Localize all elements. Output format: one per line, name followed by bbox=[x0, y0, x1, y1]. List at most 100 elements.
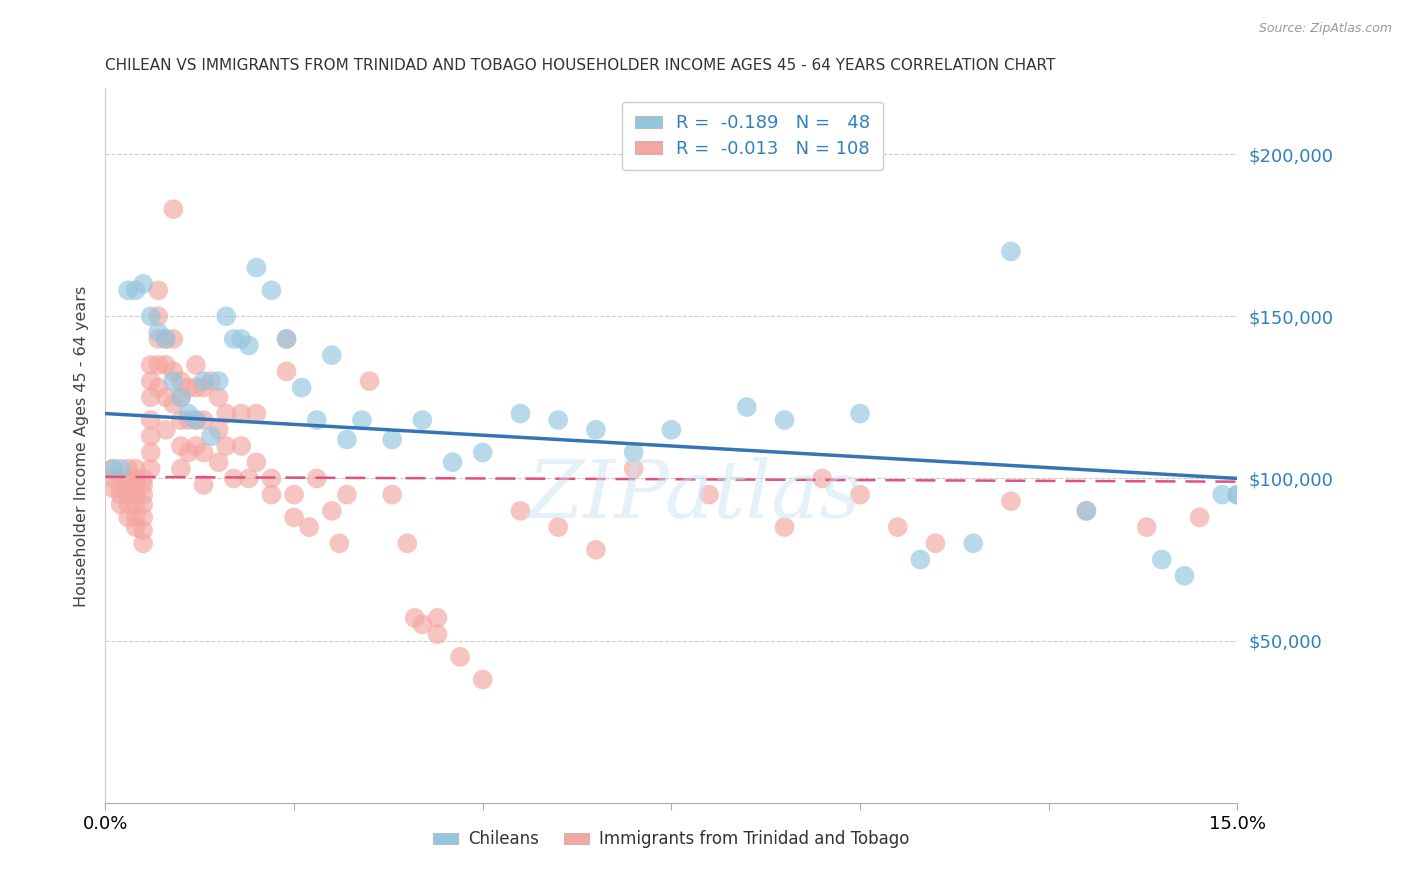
Point bbox=[1188, 510, 1211, 524]
Point bbox=[276, 364, 298, 378]
Point bbox=[101, 461, 124, 475]
Point bbox=[910, 552, 932, 566]
Y-axis label: Householder Income Ages 45 - 64 years: Householder Income Ages 45 - 64 years bbox=[75, 285, 90, 607]
Point bbox=[1226, 488, 1249, 502]
Point bbox=[155, 358, 177, 372]
Point bbox=[305, 413, 328, 427]
Point bbox=[208, 423, 231, 437]
Point bbox=[623, 445, 645, 459]
Point bbox=[124, 497, 146, 511]
Point bbox=[887, 520, 910, 534]
Point bbox=[117, 283, 139, 297]
Point bbox=[139, 390, 162, 404]
Point bbox=[260, 488, 283, 502]
Point bbox=[411, 413, 433, 427]
Point bbox=[1076, 504, 1098, 518]
Point bbox=[162, 397, 184, 411]
Point bbox=[162, 332, 184, 346]
Point bbox=[132, 510, 155, 524]
Point bbox=[381, 488, 404, 502]
Point bbox=[162, 202, 184, 217]
Point bbox=[735, 400, 758, 414]
Point bbox=[283, 488, 305, 502]
Point bbox=[117, 497, 139, 511]
Point bbox=[200, 374, 222, 388]
Point bbox=[1000, 244, 1022, 259]
Point bbox=[132, 277, 155, 291]
Point bbox=[132, 497, 155, 511]
Point bbox=[117, 481, 139, 495]
Point bbox=[177, 445, 200, 459]
Point bbox=[139, 413, 162, 427]
Point bbox=[139, 445, 162, 459]
Point bbox=[811, 471, 834, 485]
Point bbox=[441, 455, 464, 469]
Point bbox=[132, 536, 155, 550]
Point bbox=[260, 283, 283, 297]
Point bbox=[110, 488, 132, 502]
Point bbox=[124, 461, 146, 475]
Point bbox=[962, 536, 984, 550]
Point bbox=[404, 611, 426, 625]
Point bbox=[170, 390, 193, 404]
Point bbox=[623, 461, 645, 475]
Point bbox=[155, 390, 177, 404]
Point bbox=[697, 488, 720, 502]
Point bbox=[139, 374, 162, 388]
Point bbox=[321, 504, 343, 518]
Text: CHILEAN VS IMMIGRANTS FROM TRINIDAD AND TOBAGO HOUSEHOLDER INCOME AGES 45 - 64 Y: CHILEAN VS IMMIGRANTS FROM TRINIDAD AND … bbox=[105, 58, 1056, 73]
Point bbox=[231, 439, 253, 453]
Point bbox=[215, 310, 238, 324]
Point bbox=[215, 439, 238, 453]
Point bbox=[509, 407, 531, 421]
Point bbox=[184, 381, 207, 395]
Point bbox=[132, 524, 155, 538]
Point bbox=[170, 390, 193, 404]
Point bbox=[426, 611, 449, 625]
Point bbox=[1173, 568, 1195, 582]
Point bbox=[117, 461, 139, 475]
Point bbox=[238, 338, 260, 352]
Point bbox=[305, 471, 328, 485]
Point bbox=[148, 326, 170, 340]
Point bbox=[208, 455, 231, 469]
Point bbox=[321, 348, 343, 362]
Point bbox=[359, 374, 381, 388]
Point bbox=[184, 413, 207, 427]
Point bbox=[184, 413, 207, 427]
Point bbox=[162, 374, 184, 388]
Point bbox=[773, 413, 796, 427]
Point bbox=[193, 478, 215, 492]
Point bbox=[426, 627, 449, 641]
Point bbox=[547, 413, 569, 427]
Point bbox=[1136, 520, 1159, 534]
Point bbox=[661, 423, 683, 437]
Point bbox=[298, 520, 321, 534]
Point bbox=[350, 413, 373, 427]
Text: Source: ZipAtlas.com: Source: ZipAtlas.com bbox=[1258, 22, 1392, 36]
Point bbox=[1076, 504, 1098, 518]
Point bbox=[117, 471, 139, 485]
Point bbox=[449, 649, 471, 664]
Point bbox=[139, 429, 162, 443]
Point bbox=[110, 497, 132, 511]
Point bbox=[222, 471, 245, 485]
Point bbox=[276, 332, 298, 346]
Point bbox=[336, 433, 359, 447]
Point bbox=[124, 478, 146, 492]
Point bbox=[148, 358, 170, 372]
Point bbox=[132, 488, 155, 502]
Point bbox=[124, 488, 146, 502]
Point bbox=[193, 374, 215, 388]
Point bbox=[155, 423, 177, 437]
Point bbox=[177, 407, 200, 421]
Point bbox=[381, 433, 404, 447]
Point bbox=[148, 381, 170, 395]
Point bbox=[170, 461, 193, 475]
Point bbox=[396, 536, 419, 550]
Point bbox=[1000, 494, 1022, 508]
Point bbox=[124, 510, 146, 524]
Point bbox=[184, 358, 207, 372]
Point bbox=[184, 439, 207, 453]
Point bbox=[238, 471, 260, 485]
